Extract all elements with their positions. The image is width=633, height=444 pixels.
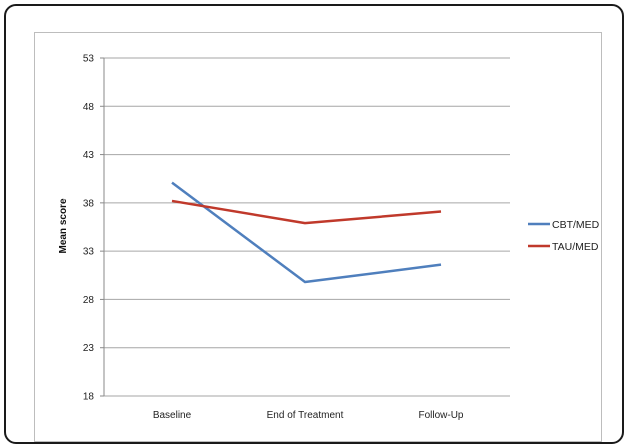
y-tick-label: 33 [83,247,95,258]
y-tick-label: 43 [83,150,95,161]
y-tick-label: 38 [83,198,95,209]
axes: 53 48 43 38 33 28 23 18 Baseline End of Treatment… [83,54,464,422]
line-chart: 53 48 43 38 33 28 23 18 Baseline End of Treatment… [0,0,633,433]
gridlines [104,58,510,396]
series-line-cbt-med [172,183,441,282]
y-tick-label: 18 [83,392,95,403]
y-tick-label: 53 [83,54,95,65]
y-tick-label: 48 [83,102,95,113]
y-axis-title: Mean score [58,198,69,253]
legend-label: CBT/MED [552,219,600,231]
x-tick-label: Baseline [153,410,192,421]
series-lines [172,182,441,282]
x-tick-label: Follow-Up [418,410,463,421]
legend-label: TAU/MED [552,241,599,253]
y-tick-label: 23 [83,343,95,354]
x-tick-label: End of Treatment [267,410,344,421]
y-tick-label: 28 [83,295,95,306]
legend: CBT/MED TAU/MED [528,219,600,253]
